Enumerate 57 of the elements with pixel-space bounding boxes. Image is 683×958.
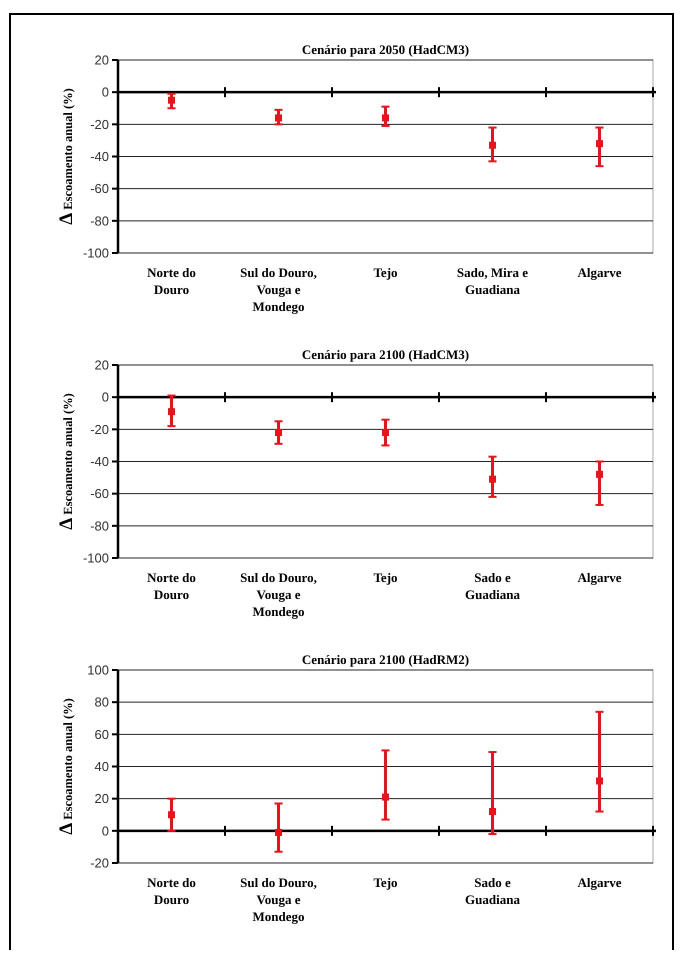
y-tick-label: -100 (82, 550, 109, 566)
y-tick-label: 20 (94, 358, 109, 373)
y-axis-title: Δ Escoamento anual (%) (56, 393, 77, 530)
point (596, 777, 603, 784)
point (382, 114, 389, 122)
x-tick-label: Algarve (577, 265, 622, 280)
x-tick-label: Norte do Douro (147, 570, 196, 602)
y-tick-label: 0 (102, 390, 109, 405)
y-tick-label: -20 (90, 856, 109, 871)
x-tick-label: Tejo (373, 265, 398, 280)
y-tick-label: -60 (90, 486, 109, 502)
y-tick-label: -80 (90, 518, 109, 534)
y-tick-label: 0 (102, 84, 109, 100)
x-tick-label: Sado e Guadiana (465, 875, 520, 907)
x-tick-label: Sul do Douro, Vouga e Mondego (240, 265, 317, 314)
point (596, 470, 603, 478)
point (168, 96, 175, 104)
x-tick-label: Norte do Douro (147, 875, 196, 907)
y-tick-label: -20 (90, 116, 109, 132)
point (382, 429, 389, 436)
y-tick-label: 20 (94, 52, 109, 68)
point (168, 408, 175, 416)
y-tick-label: 20 (94, 791, 109, 806)
point (596, 140, 603, 148)
point (489, 142, 496, 149)
y-axis-title: Δ Escoamento anual (%) (56, 88, 77, 225)
point (275, 828, 282, 836)
chart-title: Cenário para 2050 (HadCM3) (302, 42, 470, 57)
point (168, 811, 175, 818)
y-tick-label: -80 (90, 213, 109, 228)
point (275, 429, 282, 436)
point (489, 476, 496, 483)
x-tick-label: Sul do Douro, Vouga e Mondego (240, 875, 317, 924)
y-tick-label: -40 (90, 454, 109, 470)
y-tick-label: 40 (94, 759, 109, 774)
point (382, 794, 389, 801)
x-tick-label: Sado e Guadiana (465, 570, 520, 602)
x-tick-label: Sado, Mira e Guadiana (456, 265, 528, 297)
x-tick-label: Algarve (577, 875, 622, 890)
x-tick-label: Sul do Douro, Vouga e Mondego (240, 570, 317, 619)
x-tick-label: Tejo (373, 875, 398, 890)
y-tick-label: -40 (90, 149, 109, 164)
y-tick-label: -100 (82, 246, 109, 261)
y-tick-label: 0 (102, 823, 109, 838)
y-axis-title: Δ Escoamento anual (%) (56, 698, 77, 835)
chart-title: Cenário para 2100 (HadRM2) (302, 652, 470, 667)
x-tick-label: Norte do Douro (147, 265, 196, 297)
point (489, 808, 496, 816)
y-tick-label: 60 (94, 726, 109, 742)
x-tick-label: Algarve (577, 570, 622, 585)
y-tick-label: -60 (90, 181, 109, 196)
x-tick-label: Tejo (373, 570, 398, 585)
y-tick-label: -20 (90, 422, 109, 437)
y-tick-label: 100 (87, 662, 109, 678)
y-tick-label: 80 (94, 694, 109, 710)
point (275, 114, 282, 122)
chart-title: Cenário para 2100 (HadCM3) (302, 347, 470, 362)
